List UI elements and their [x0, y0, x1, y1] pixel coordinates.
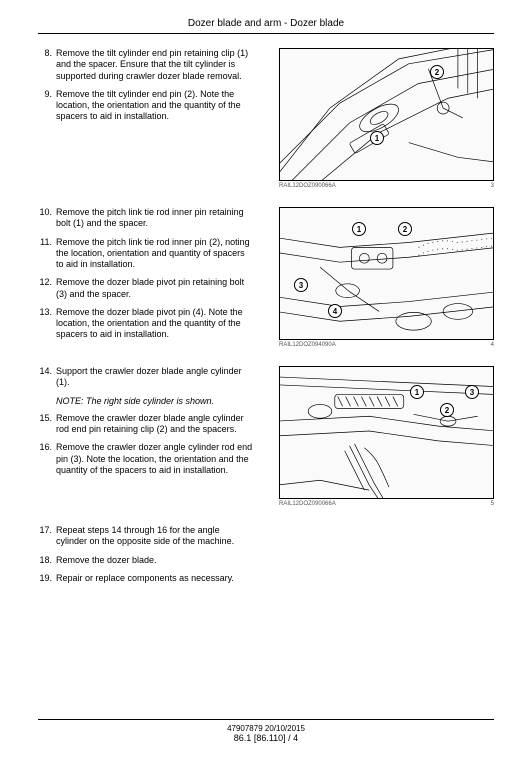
image-col: 1 2 3 4 RAIL12DOZ094090A 4: [263, 207, 494, 348]
figure-caption: RAIL12DOZ090066A 5: [279, 501, 494, 507]
step-17: 17. Repeat steps 14 through 16 for the a…: [38, 525, 253, 548]
step-number: 17.: [38, 525, 56, 548]
footer-docref: 47907879 20/10/2015: [38, 724, 494, 733]
callout-3: 3: [294, 278, 308, 292]
step-8: 8. Remove the tilt cylinder end pin reta…: [38, 48, 253, 82]
callout-1: 1: [370, 131, 384, 145]
step-text: Remove the crawler dozer angle cylinder …: [56, 442, 253, 476]
step-11: 11. Remove the pitch link tie rod inner …: [38, 237, 253, 271]
step-number: 10.: [38, 207, 56, 230]
header-rule: [38, 33, 494, 34]
step-19: 19. Repair or replace components as nece…: [38, 573, 253, 584]
figure-drawing: [280, 208, 493, 339]
figure-5: 1 2 3: [279, 366, 494, 499]
section-3: 14. Support the crawler dozer blade angl…: [38, 366, 494, 507]
callout-2: 2: [398, 222, 412, 236]
figure-ref: RAIL12DOZ090066A: [279, 183, 336, 189]
callout-2: 2: [430, 65, 444, 79]
page-title: Dozer blade and arm - Dozer blade: [38, 18, 494, 29]
step-number: 14.: [38, 366, 56, 389]
figure-ref: RAIL12DOZ094090A: [279, 342, 336, 348]
callout-2: 2: [440, 403, 454, 417]
step-number: 12.: [38, 277, 56, 300]
step-number: 9.: [38, 89, 56, 123]
footer-rule: [38, 719, 494, 720]
text-col: 14. Support the crawler dozer blade angl…: [38, 366, 263, 483]
figure-4: 1 2 3 4: [279, 207, 494, 340]
callout-4: 4: [328, 304, 342, 318]
section-2: 10. Remove the pitch link tie rod inner …: [38, 207, 494, 348]
step-number: 16.: [38, 442, 56, 476]
footer-pageref: 86.1 [86.110] / 4: [38, 733, 494, 743]
tail-steps: 17. Repeat steps 14 through 16 for the a…: [38, 525, 263, 584]
step-text: Remove the tilt cylinder end pin retaini…: [56, 48, 253, 82]
step-number: 19.: [38, 573, 56, 584]
step-18: 18. Remove the dozer blade.: [38, 555, 253, 566]
figure-index: 5: [491, 501, 494, 507]
page: Dozer blade and arm - Dozer blade 8. Rem…: [0, 0, 532, 584]
step-16: 16. Remove the crawler dozer angle cylin…: [38, 442, 253, 476]
footer: 47907879 20/10/2015 86.1 [86.110] / 4: [38, 719, 494, 743]
note: NOTE: The right side cylinder is shown.: [56, 396, 253, 407]
image-col: 1 2 3 RAIL12DOZ090066A 5: [263, 366, 494, 507]
step-text: Support the crawler dozer blade angle cy…: [56, 366, 253, 389]
step-text: Remove the pitch link tie rod inner pin …: [56, 237, 253, 271]
step-13: 13. Remove the dozer blade pivot pin (4)…: [38, 307, 253, 341]
step-text: Remove the pitch link tie rod inner pin …: [56, 207, 253, 230]
figure-caption: RAIL12DOZ090066A 3: [279, 183, 494, 189]
figure-index: 4: [491, 342, 494, 348]
step-number: 8.: [38, 48, 56, 82]
figure-drawing: [280, 49, 493, 180]
step-text: Remove the crawler dozer blade angle cyl…: [56, 413, 253, 436]
figure-index: 3: [491, 183, 494, 189]
figure-ref: RAIL12DOZ090066A: [279, 501, 336, 507]
step-text: Repeat steps 14 through 16 for the angle…: [56, 525, 253, 548]
step-text: Remove the dozer blade pivot pin (4). No…: [56, 307, 253, 341]
step-15: 15. Remove the crawler dozer blade angle…: [38, 413, 253, 436]
step-number: 13.: [38, 307, 56, 341]
callout-3: 3: [465, 385, 479, 399]
step-text: Remove the dozer blade pivot pin retaini…: [56, 277, 253, 300]
callout-1: 1: [410, 385, 424, 399]
step-text: Remove the dozer blade.: [56, 555, 253, 566]
figure-3: 1 2: [279, 48, 494, 181]
step-number: 18.: [38, 555, 56, 566]
figure-caption: RAIL12DOZ094090A 4: [279, 342, 494, 348]
text-col: 10. Remove the pitch link tie rod inner …: [38, 207, 263, 348]
step-9: 9. Remove the tilt cylinder end pin (2).…: [38, 89, 253, 123]
step-12: 12. Remove the dozer blade pivot pin ret…: [38, 277, 253, 300]
section-1: 8. Remove the tilt cylinder end pin reta…: [38, 48, 494, 189]
step-text: Remove the tilt cylinder end pin (2). No…: [56, 89, 253, 123]
step-14: 14. Support the crawler dozer blade angl…: [38, 366, 253, 389]
figure-drawing: [280, 367, 493, 498]
callout-1: 1: [352, 222, 366, 236]
text-col: 8. Remove the tilt cylinder end pin reta…: [38, 48, 263, 130]
step-10: 10. Remove the pitch link tie rod inner …: [38, 207, 253, 230]
step-text: Repair or replace components as necessar…: [56, 573, 253, 584]
step-number: 11.: [38, 237, 56, 271]
image-col: 1 2 RAIL12DOZ090066A 3: [263, 48, 494, 189]
step-number: 15.: [38, 413, 56, 436]
